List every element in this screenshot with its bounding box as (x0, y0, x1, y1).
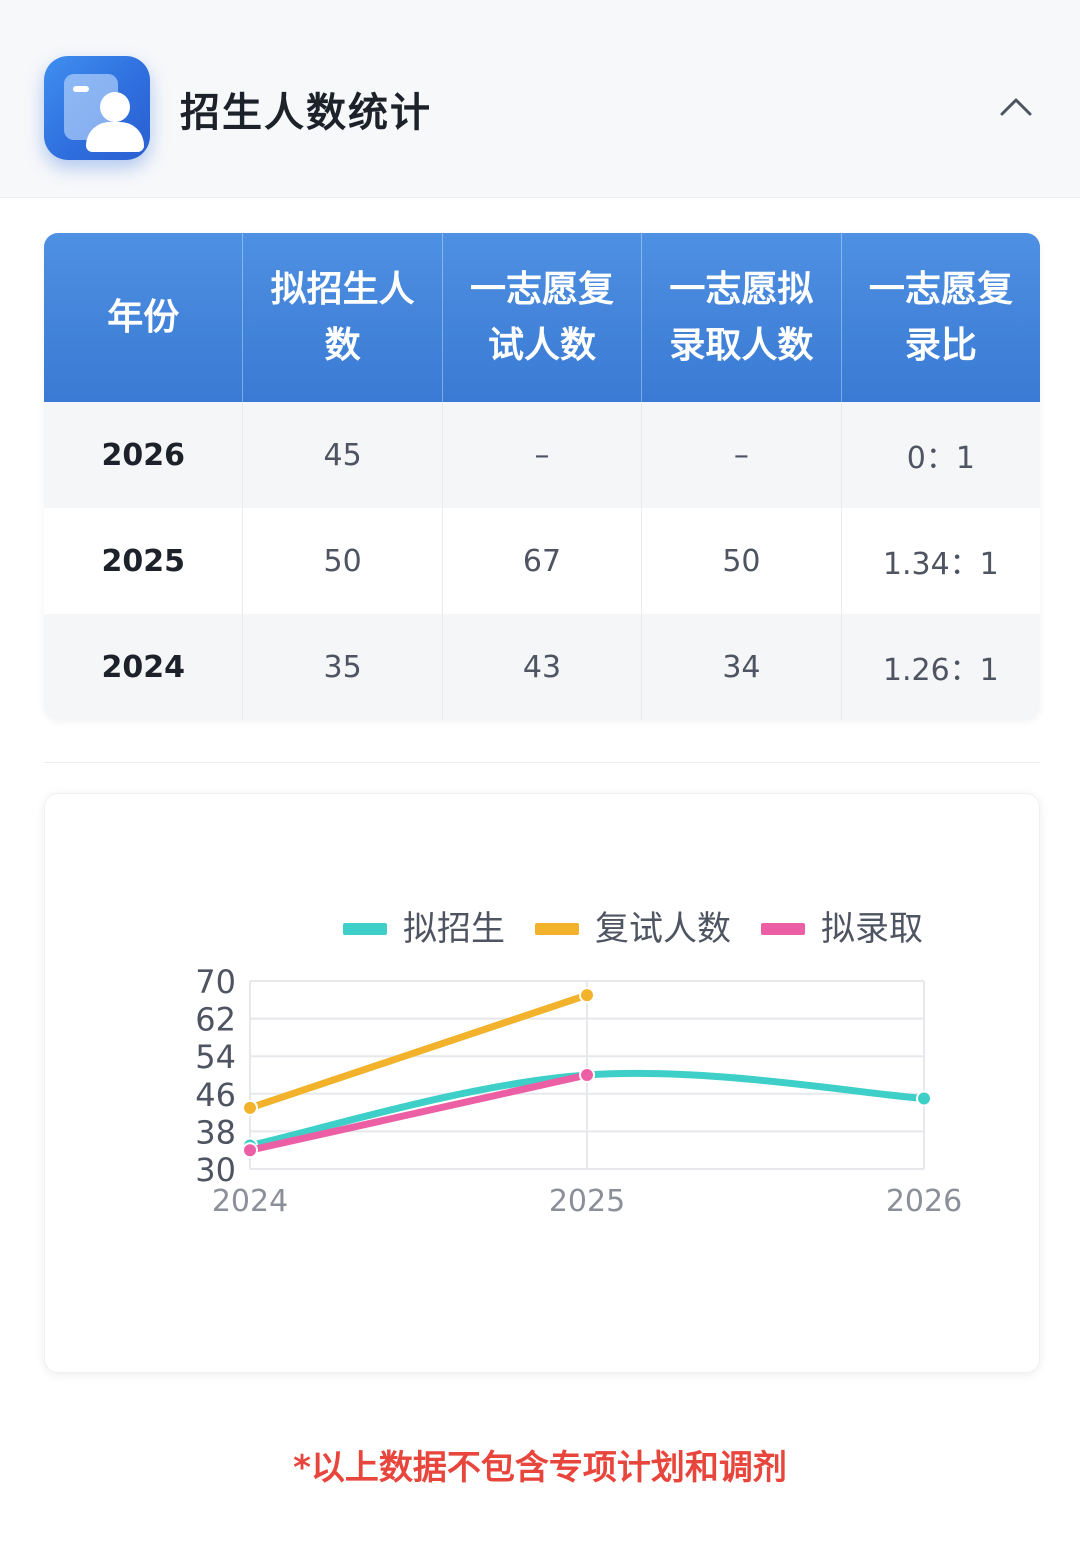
table-cell: 1.34：1 (882, 547, 999, 582)
table-cell: – (443, 402, 643, 508)
data-point (242, 1142, 258, 1159)
table-cell: 2026 (44, 402, 244, 508)
table-cell: 2025 (44, 508, 244, 614)
header-cell-year: 年份 (44, 233, 244, 402)
header-cell-planned: 拟招生人数 (243, 233, 443, 402)
data-point (242, 1099, 258, 1116)
y-tick-label: 30 (195, 1151, 236, 1189)
legend-label: 复试人数 (595, 909, 731, 949)
table-cell: 34 (642, 614, 842, 720)
table-cell: – (642, 402, 842, 508)
table-row: 2025 50 67 50 1.34：1 (44, 508, 1040, 614)
table-header-row: 年份 拟招生人数 一志愿复试人数 一志愿拟录取人数 一志愿复录比 (44, 233, 1040, 402)
y-tick-label: 46 (195, 1076, 236, 1114)
data-point (916, 1090, 932, 1107)
data-point (579, 1067, 595, 1083)
header-cell-ratio: 一志愿复录比 (868, 268, 1013, 366)
legend-swatch (761, 923, 805, 935)
legend-swatch (343, 923, 387, 935)
table-cell: 67 (443, 508, 643, 614)
table-row: 2024 35 43 34 1.26：1 (44, 614, 1040, 720)
legend-label: 拟录取 (821, 909, 923, 949)
chart-card: 70 62 54 46 38 30 2024 2025 2026 拟招生 复试人数 拟录取 (44, 793, 1040, 1373)
footnote: *以上数据不包含专项计划和调剂 (293, 1448, 787, 1488)
chevron-up-icon[interactable] (996, 90, 1036, 120)
table-cell: 1.26：1 (882, 653, 999, 688)
section-divider (44, 762, 1040, 763)
table-cell: 35 (243, 614, 443, 720)
page-title: 招生人数统计 (180, 90, 432, 136)
table-cell: 43 (443, 614, 643, 720)
table-cell: 2024 (44, 614, 244, 720)
header-bar: 招生人数统计 (0, 0, 1080, 198)
y-tick-label: 54 (195, 1038, 236, 1076)
enrollment-table: 年份 拟招生人数 一志愿复试人数 一志愿拟录取人数 一志愿复录比 2026 45… (44, 233, 1040, 720)
table-row: 2026 45 – – 0：1 (44, 402, 1040, 508)
student-profile-icon (44, 56, 150, 160)
data-point (579, 987, 595, 1004)
table-cell: 50 (243, 508, 443, 614)
table-cell: 50 (642, 508, 842, 614)
legend-label: 拟招生 (403, 909, 505, 949)
header-cell-retest: 一志愿复试人数 (443, 233, 643, 402)
x-tick-label: 2026 (886, 1184, 962, 1219)
series-line-拟录取 (246, 1071, 591, 1154)
header-cell-admit: 一志愿拟录取人数 (642, 233, 842, 402)
x-tick-label: 2025 (549, 1184, 625, 1219)
table-cell: 45 (243, 402, 443, 508)
legend-swatch (535, 923, 579, 935)
y-tick-label: 62 (195, 1001, 236, 1039)
series-line-复试人数 (246, 991, 591, 1112)
y-tick-label: 38 (195, 1113, 236, 1151)
x-tick-label: 2024 (212, 1184, 288, 1219)
y-tick-label: 70 (195, 963, 236, 1001)
table-cell: 0：1 (906, 441, 975, 476)
